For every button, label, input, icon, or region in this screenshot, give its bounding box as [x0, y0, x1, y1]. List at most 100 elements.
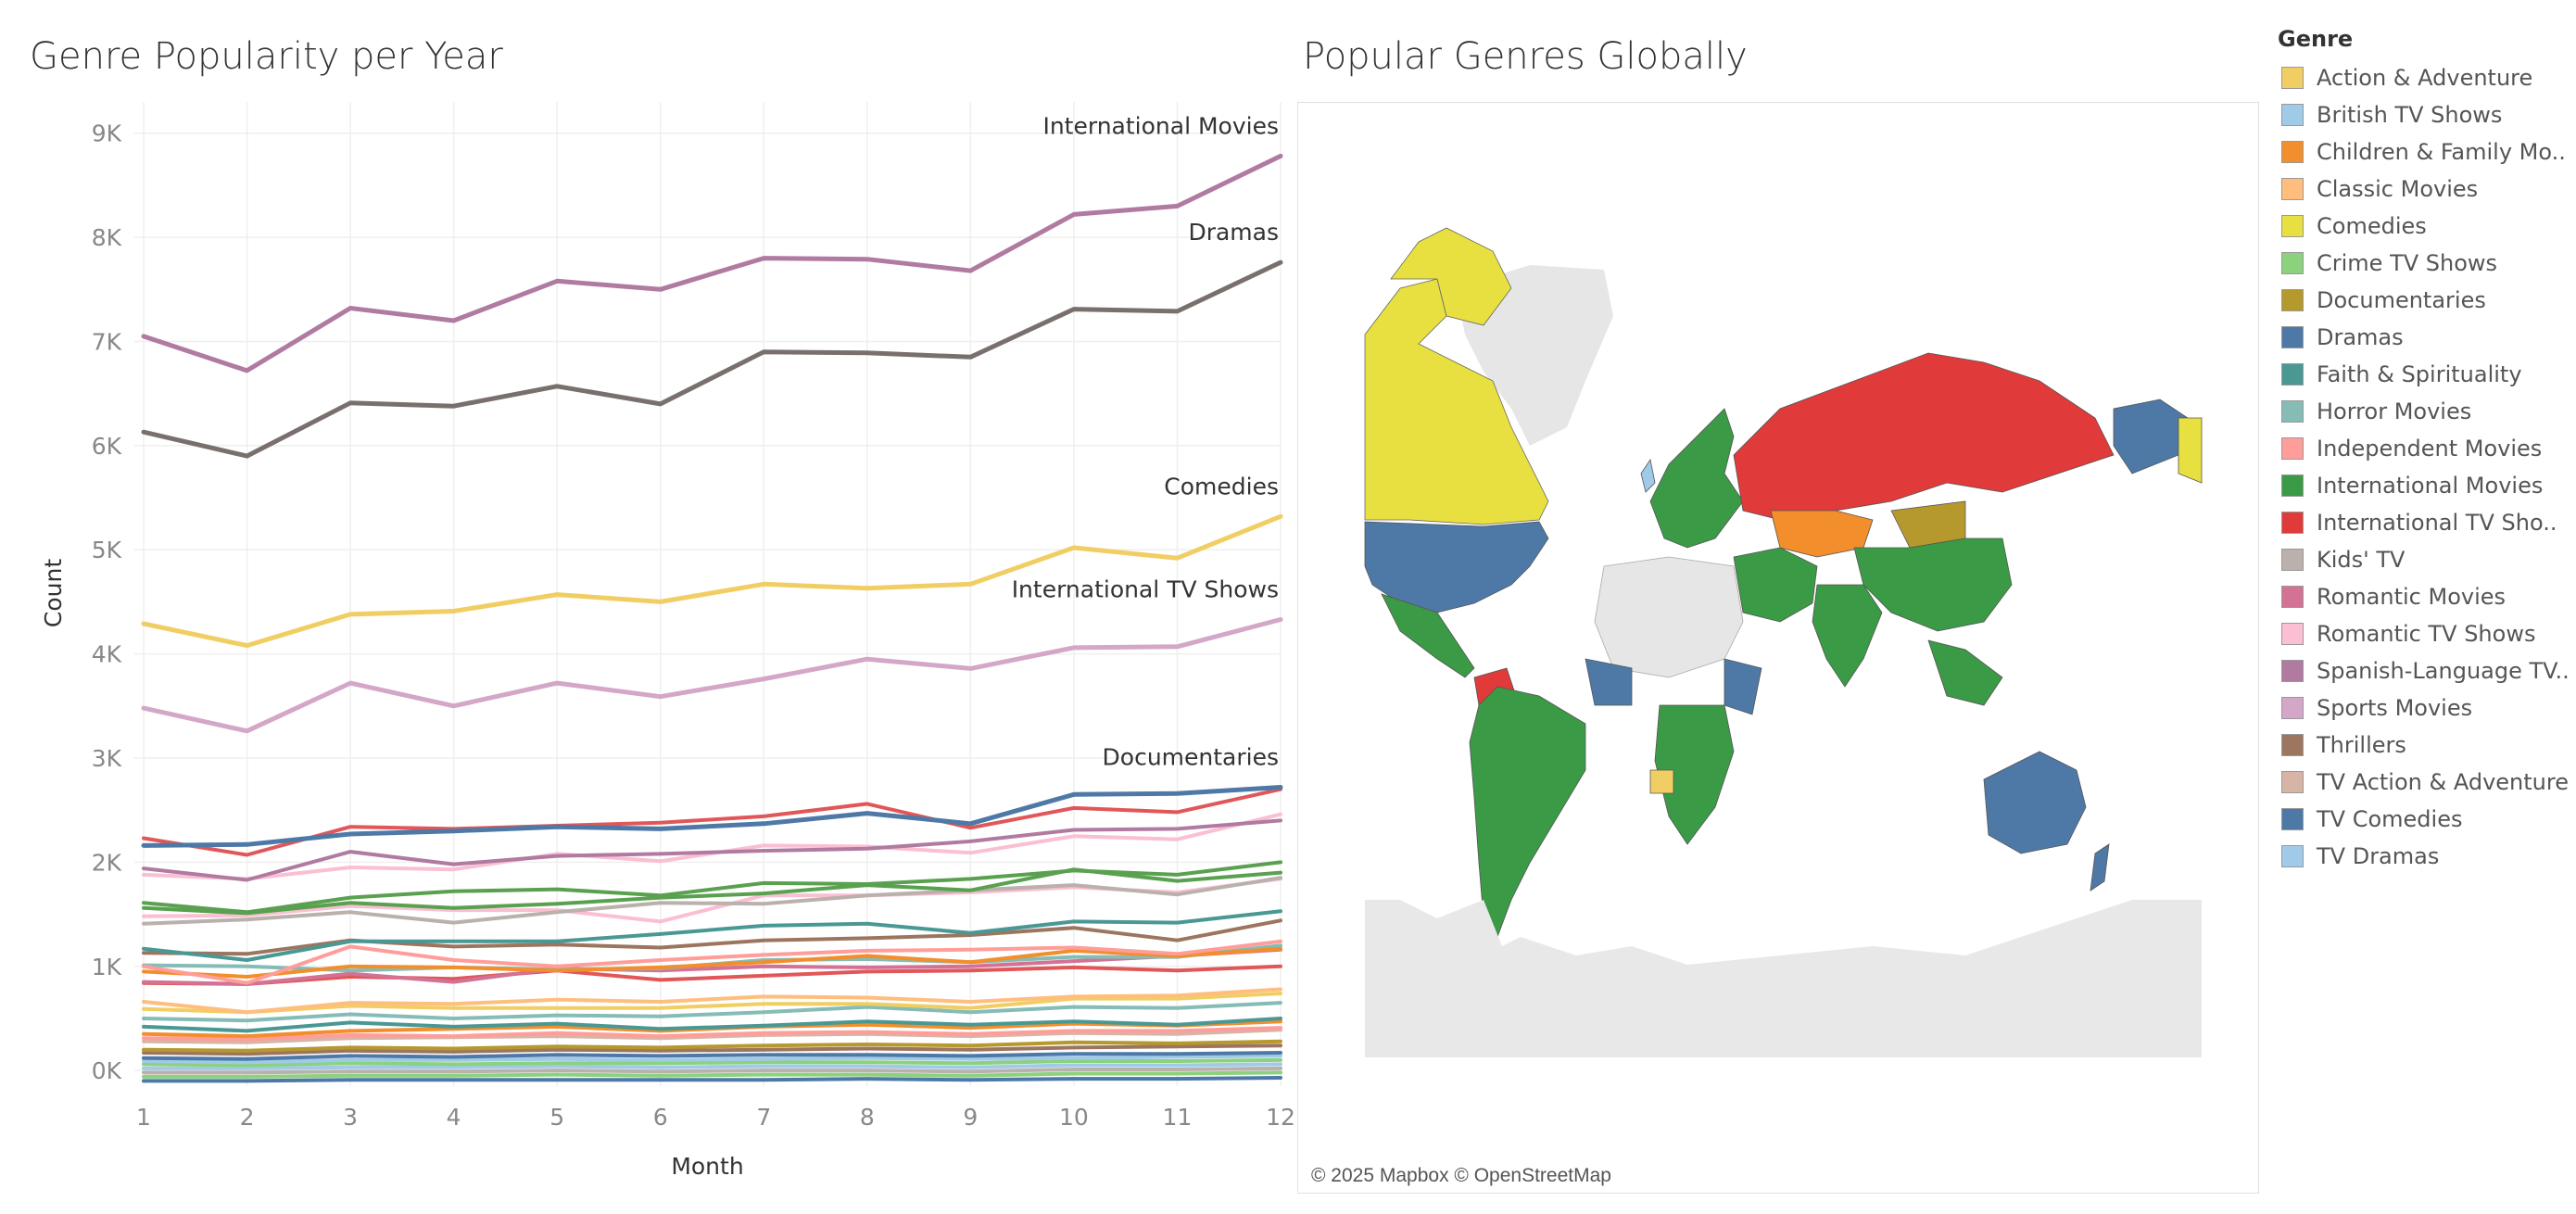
series-end-label: International TV Shows [1012, 576, 1279, 603]
x-tick-label: 5 [549, 1104, 564, 1131]
legend-item[interactable]: Independent Movies [2278, 430, 2574, 467]
series-line [142, 1066, 1282, 1075]
legend-label: Kids' TV [2317, 547, 2406, 573]
map-region-usa [1364, 521, 1549, 613]
map-region-australia [1983, 751, 2087, 854]
map-region-new-zealand [2090, 843, 2110, 892]
genre-legend: Genre Action & Adventure British TV Shows… [2278, 26, 2574, 875]
legend-item[interactable]: British TV Shows [2278, 96, 2574, 133]
series-line [142, 1028, 1282, 1044]
legend-label: Documentaries [2317, 287, 2486, 313]
legend-swatch [2281, 586, 2304, 608]
legend-item[interactable]: International TV Sho.. [2278, 504, 2574, 541]
legend-label: Crime TV Shows [2317, 250, 2498, 276]
legend-item[interactable]: Romantic Movies [2278, 578, 2574, 615]
map-region-alaska [2113, 398, 2189, 474]
legend-item[interactable]: TV Dramas [2278, 838, 2574, 875]
series-line [142, 987, 1282, 1015]
series-line [142, 1051, 1282, 1061]
series-line [141, 153, 1283, 373]
legend-swatch [2281, 400, 2304, 423]
map-region-europe [1649, 408, 1744, 549]
legend-item[interactable]: Sports Movies [2278, 689, 2574, 727]
legend-item[interactable]: Horror Movies [2278, 393, 2574, 430]
line-chart-title: Genre Popularity per Year [30, 35, 503, 78]
series-line [142, 918, 1282, 956]
legend-swatch [2281, 178, 2304, 200]
legend-label: Horror Movies [2317, 398, 2472, 424]
map-land-antarctica [1365, 900, 2202, 1057]
legend-item[interactable]: Faith & Spirituality [2278, 356, 2574, 393]
legend-item[interactable]: Comedies [2278, 208, 2574, 245]
series-line [141, 785, 1283, 848]
x-tick-label: 2 [240, 1104, 255, 1131]
map-region-china [1853, 537, 2013, 632]
map-region-east-africa [1724, 658, 1762, 715]
y-tick-label: 5K [92, 537, 122, 563]
legend-item[interactable]: Documentaries [2278, 282, 2574, 319]
x-tick-label: 1 [136, 1104, 151, 1131]
legend-swatch [2281, 363, 2304, 386]
legend-label: Faith & Spirituality [2317, 361, 2522, 387]
legend-label: TV Action & Adventure [2317, 769, 2569, 795]
legend-items: Action & Adventure British TV Shows Childr… [2278, 59, 2574, 875]
legend-item[interactable]: TV Action & Adventure [2278, 764, 2574, 801]
legend-swatch [2281, 474, 2304, 497]
legend-item[interactable]: Thrillers [2278, 727, 2574, 764]
legend-label: Thrillers [2317, 732, 2406, 758]
series-line [142, 909, 1282, 962]
y-tick-label: 4K [92, 641, 122, 668]
legend-item[interactable]: Kids' TV [2278, 541, 2574, 578]
legend-label: Comedies [2317, 213, 2427, 239]
legend-swatch [2281, 660, 2304, 682]
legend-item[interactable]: Dramas [2278, 319, 2574, 356]
legend-swatch [2281, 326, 2304, 348]
series-end-label: Comedies [1164, 473, 1279, 500]
legend-swatch [2281, 771, 2304, 793]
map-region-russia [1733, 352, 2115, 521]
legend-label: British TV Shows [2317, 102, 2503, 128]
series-end-label: Dramas [1188, 219, 1279, 246]
y-tick-label: 0K [92, 1057, 122, 1084]
world-map[interactable] [1298, 103, 2258, 1193]
map-region-west-africa [1585, 658, 1633, 706]
series-line [141, 617, 1283, 734]
legend-label: Classic Movies [2317, 176, 2479, 202]
map-panel[interactable]: © 2025 Mapbox © OpenStreetMap [1297, 102, 2259, 1194]
series-end-label: Documentaries [1103, 743, 1279, 770]
legend-item[interactable]: TV Comedies [2278, 801, 2574, 838]
legend-item[interactable]: International Movies [2278, 467, 2574, 504]
series-line [142, 1062, 1282, 1070]
map-region-uk [1640, 458, 1656, 493]
x-tick-label: 7 [756, 1104, 771, 1131]
x-tick-label: 8 [860, 1104, 875, 1131]
y-tick-label: 1K [92, 954, 122, 980]
y-tick-label: 8K [92, 224, 122, 251]
legend-label: Sports Movies [2317, 695, 2473, 721]
legend-item[interactable]: Spanish-Language TV.. [2278, 652, 2574, 689]
series-line [142, 787, 1282, 857]
series-line [142, 1026, 1282, 1042]
legend-swatch [2281, 437, 2304, 460]
legend-label: TV Dramas [2317, 843, 2440, 869]
x-axis-title: Month [671, 1153, 743, 1180]
legend-label: Romantic Movies [2317, 584, 2507, 610]
series-line [142, 1070, 1282, 1079]
legend-item[interactable]: Romantic TV Shows [2278, 615, 2574, 652]
legend-item[interactable]: Classic Movies [2278, 171, 2574, 208]
series-line [141, 259, 1283, 459]
map-region-africa-action [1649, 769, 1674, 794]
legend-swatch [2281, 252, 2304, 274]
series-end-label: International Movies [1042, 112, 1279, 139]
legend-swatch [2281, 141, 2304, 163]
series-line [142, 1057, 1282, 1068]
x-tick-label: 10 [1059, 1104, 1089, 1131]
series-line [142, 876, 1282, 926]
y-tick-label: 9K [92, 120, 122, 147]
legend-item[interactable]: Crime TV Shows [2278, 245, 2574, 282]
legend-item[interactable]: Action & Adventure [2278, 59, 2574, 96]
legend-item[interactable]: Children & Family Mo.. [2278, 133, 2574, 171]
series-line [141, 513, 1283, 649]
map-title: Popular Genres Globally [1303, 35, 1748, 78]
legend-swatch [2281, 549, 2304, 571]
